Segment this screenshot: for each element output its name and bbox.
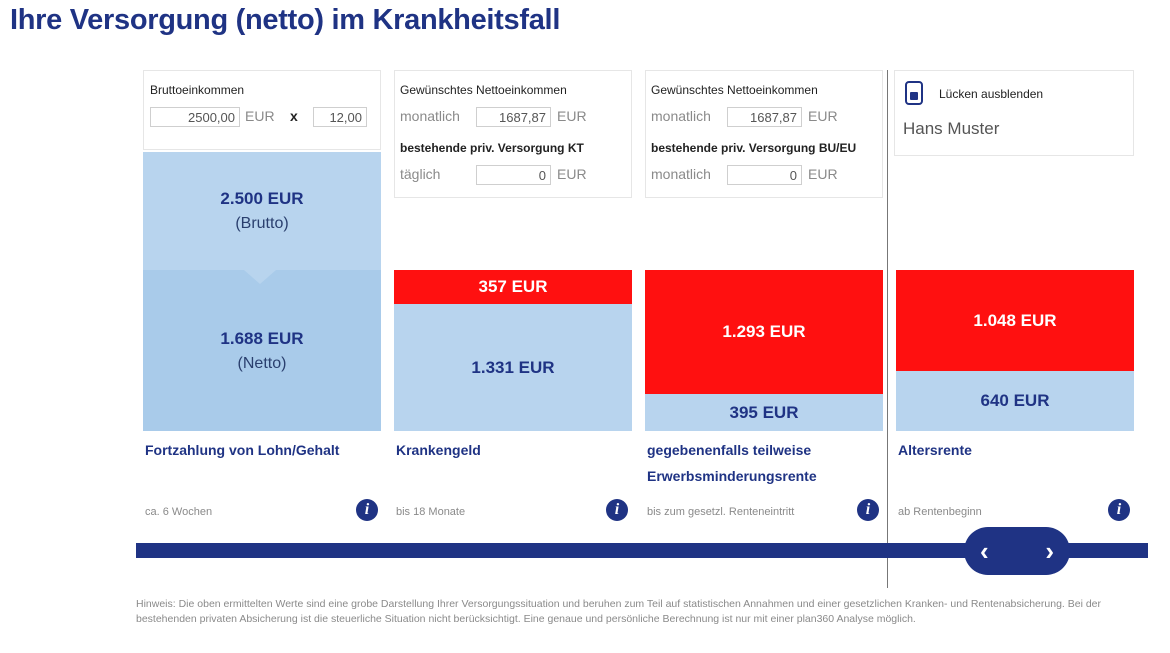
gross-to-net-arrow [244, 270, 276, 284]
timeline-slider-handle[interactable]: ‹ › [964, 527, 1070, 575]
category-old-age-pension: Altersrente [898, 442, 972, 458]
info-icon[interactable]: i [356, 499, 378, 521]
existing-private-currency: EUR [557, 166, 587, 182]
chevron-right-icon[interactable]: › [1045, 536, 1054, 566]
desired-net-input[interactable] [476, 107, 551, 127]
existing-private-input[interactable] [476, 165, 551, 185]
duration-sick-pay: bis 18 Monate [396, 506, 466, 518]
chevron-left-icon[interactable]: ‹ [980, 536, 989, 566]
gross-note: (Brutto) [235, 215, 289, 232]
duration-disability: bis zum gesetzl. Renteneintritt [647, 506, 795, 518]
existing-private-period: täglich [400, 166, 441, 182]
duration-salary: ca. 6 Wochen [145, 506, 213, 518]
desired-net-period: monatlich [400, 108, 460, 124]
sick-pay-covered-bar: 1.331 EUR [394, 304, 632, 431]
category-sick-pay: Krankengeld [396, 442, 481, 458]
disability-input-card: Gewünschtes Nettoeinkommen monatlich EUR… [645, 70, 883, 198]
info-icon[interactable]: i [606, 499, 628, 521]
gross-amount: 2.500 EUR [220, 189, 304, 208]
pension-covered-bar: 640 EUR [896, 371, 1134, 431]
sick-pay-input-card: Gewünschtes Nettoeinkommen monatlich EUR… [394, 70, 632, 198]
page-title: Ihre Versorgung (netto) im Krankheitsfal… [10, 4, 561, 36]
pension-gap-amount: 1.048 EUR [973, 310, 1057, 330]
desired-net-currency: EUR [808, 108, 838, 124]
net-note: (Netto) [237, 354, 287, 372]
sick-pay-gap-amount: 357 EUR [478, 277, 548, 296]
existing-private-label: bestehende priv. Versorgung BU/EU [651, 141, 857, 155]
gross-income-currency: EUR [245, 108, 275, 124]
income-input-card: Bruttoeinkommen EUR x [143, 70, 381, 150]
category-salary-continuation: Fortzahlung von Lohn/Gehalt [145, 442, 340, 458]
desired-net-input[interactable] [727, 107, 802, 127]
gaps-toggle-card: Lücken ausblenden Hans Muster [894, 70, 1134, 156]
timeline-track[interactable] [136, 543, 1148, 558]
gross-income-label: Bruttoeinkommen [150, 83, 245, 97]
desired-net-currency: EUR [557, 108, 587, 124]
sick-pay-gap-bar: 357 EUR [394, 270, 632, 304]
desired-net-label: Gewünschtes Nettoeinkommen [651, 83, 818, 97]
disclaimer-note: Hinweis: Die oben ermittelten Werte sind… [136, 598, 1102, 625]
pension-covered-amount: 640 EUR [980, 391, 1050, 410]
desired-net-label: Gewünschtes Nettoeinkommen [400, 83, 567, 97]
existing-private-currency: EUR [808, 166, 838, 182]
existing-private-label: bestehende priv. Versorgung KT [400, 141, 584, 155]
gross-income-input[interactable] [150, 107, 240, 127]
pension-gap-bar: 1.048 EUR [896, 270, 1134, 371]
desired-net-period: monatlich [651, 108, 711, 124]
disability-covered-bar: 395 EUR [645, 394, 883, 431]
salary-months-input[interactable] [313, 107, 367, 127]
existing-private-input[interactable] [727, 165, 802, 185]
multiply-sign: x [290, 108, 298, 124]
current-position-line [887, 70, 888, 588]
disability-covered-amount: 395 EUR [729, 402, 799, 422]
duration-pension: ab Rentenbeginn [898, 506, 982, 518]
hide-gaps-label[interactable]: Lücken ausblenden [939, 87, 1044, 101]
sick-pay-covered-amount: 1.331 EUR [471, 357, 555, 377]
person-name: Hans Muster [903, 119, 1000, 138]
net-income-bar: 1.688 EUR (Netto) [143, 270, 381, 431]
info-icon[interactable]: i [857, 499, 879, 521]
gross-income-bar: 2.500 EUR (Brutto) [143, 152, 381, 270]
category-disability-pension: gegebenenfalls teilweise Erwerbsminderun… [647, 442, 817, 484]
existing-private-period: monatlich [651, 166, 711, 182]
disability-gap-bar: 1.293 EUR [645, 270, 883, 394]
toggle-switch-icon[interactable] [905, 81, 923, 105]
info-icon[interactable]: i [1108, 499, 1130, 521]
disability-gap-amount: 1.293 EUR [722, 322, 806, 341]
net-amount: 1.688 EUR [220, 328, 304, 348]
